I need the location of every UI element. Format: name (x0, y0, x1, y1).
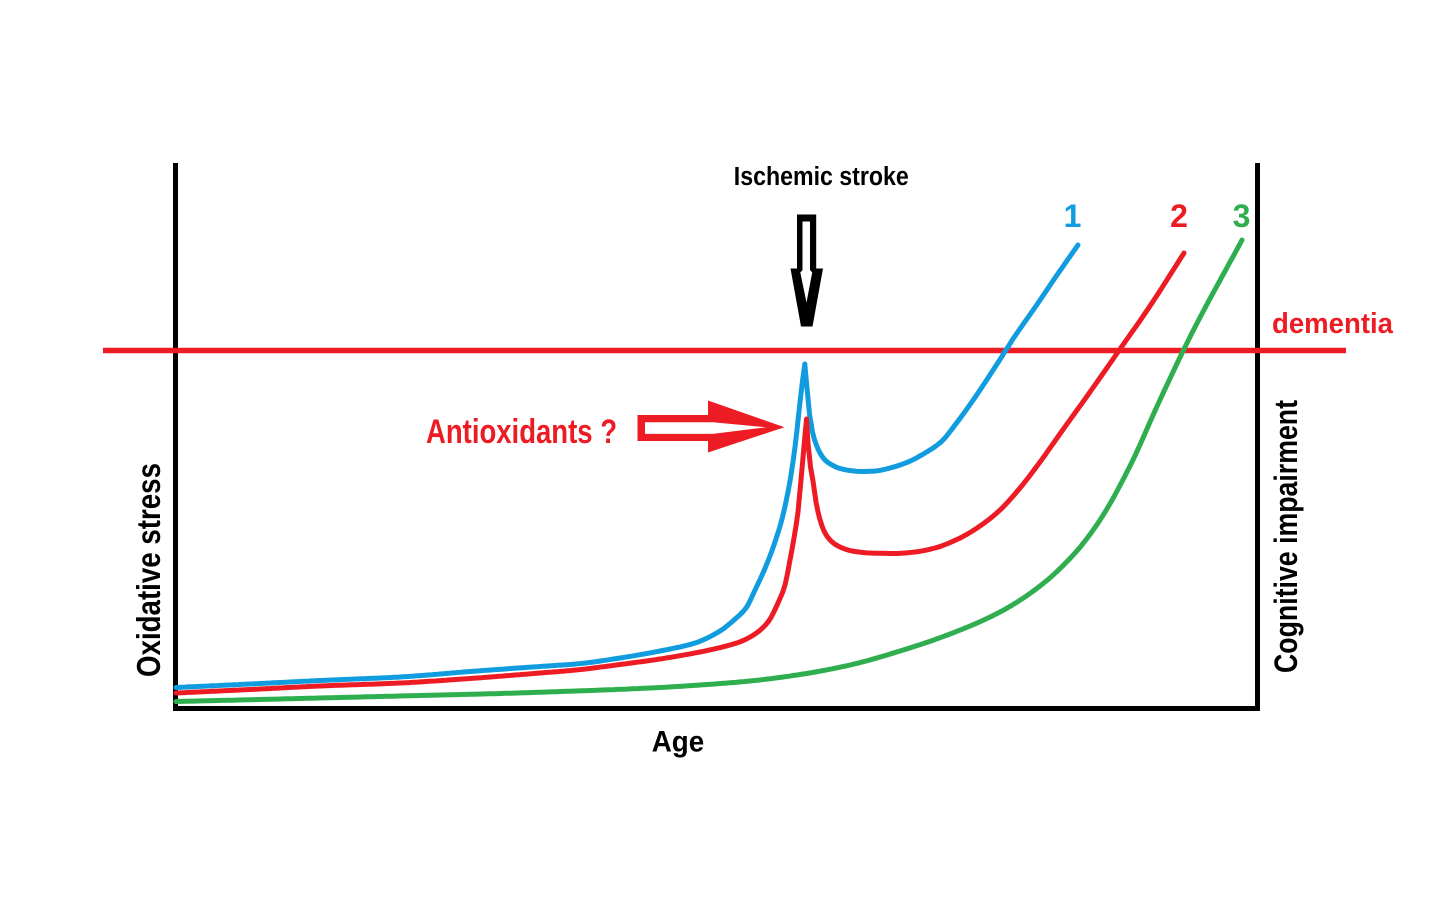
svg-text:Oxidative stress: Oxidative stress (130, 463, 167, 677)
svg-text:Ischemic stroke: Ischemic stroke (734, 163, 909, 191)
svg-text:2: 2 (1170, 198, 1188, 234)
svg-text:3: 3 (1233, 198, 1251, 234)
svg-text:dementia: dementia (1272, 308, 1394, 340)
svg-text:Age: Age (652, 726, 705, 759)
svg-text:Cognitive impairment: Cognitive impairment (1268, 400, 1304, 673)
svg-text:1: 1 (1064, 198, 1082, 234)
svg-text:Antioxidants ?: Antioxidants ? (426, 413, 617, 451)
